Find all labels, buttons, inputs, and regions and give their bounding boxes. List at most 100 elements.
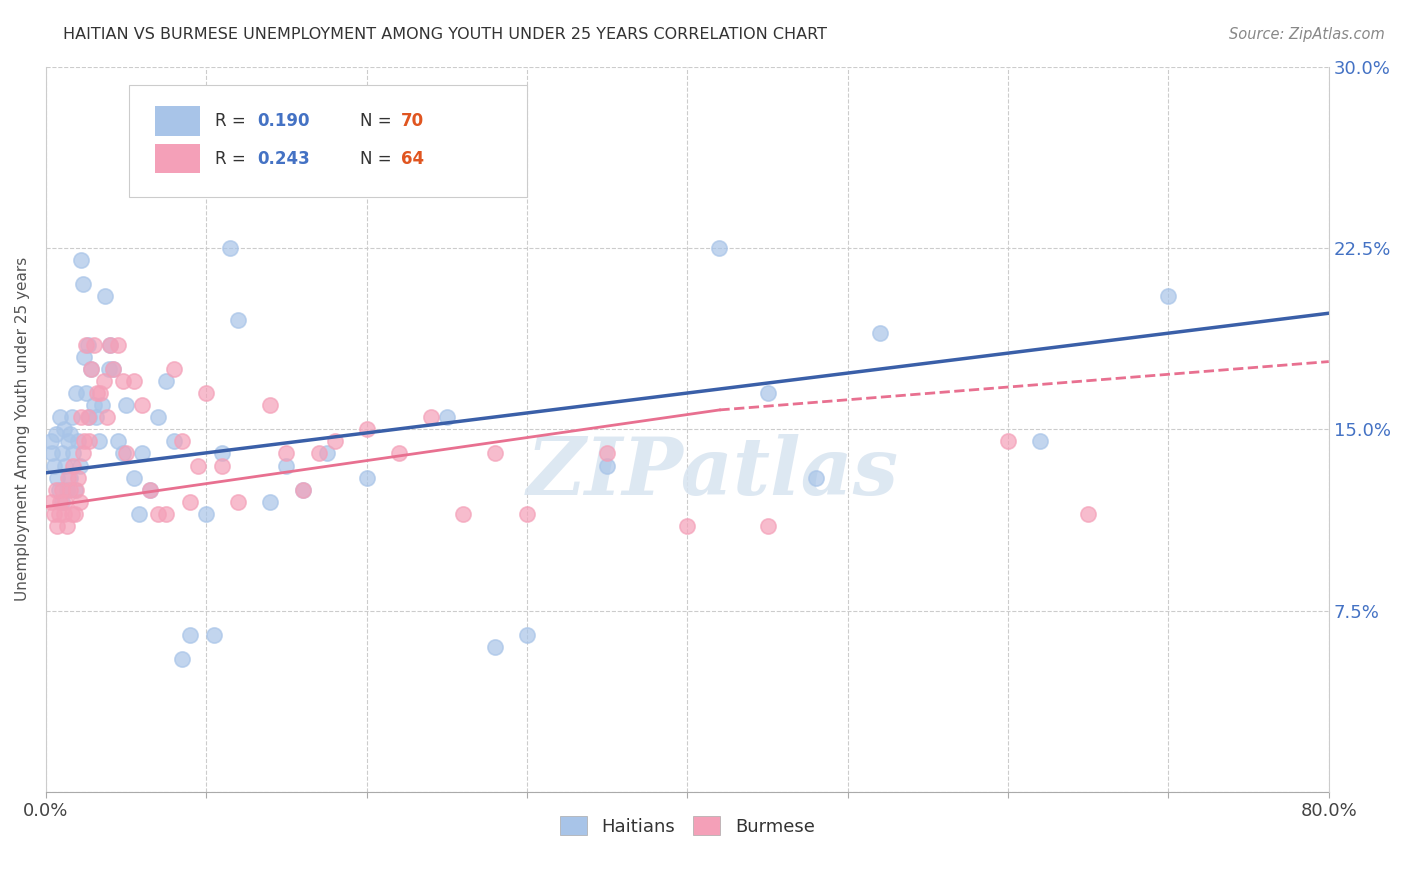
Point [83,398,105,412]
Bar [155,106,200,136]
Point [42,507,65,521]
Point [804,470,827,484]
Point [259,495,281,509]
Point [59,483,82,497]
Point [122,470,145,484]
Point [72,277,94,292]
Point [211,458,233,473]
Point [48,507,70,521]
Point [98,337,121,351]
Point [148,410,170,425]
Point [356,470,378,484]
Text: R =: R = [215,150,252,168]
Point [596,446,619,460]
Point [139,483,162,497]
Point [65,483,87,497]
Point [67,470,90,484]
Point [76,337,98,351]
Point [388,95,411,110]
Point [516,507,538,521]
Point [291,483,314,497]
Point [59,470,82,484]
Text: ZIPatlas: ZIPatlas [527,434,898,511]
Point [75,337,97,351]
Point [97,361,120,376]
Point [869,326,891,340]
Point [484,640,506,654]
Point [148,507,170,521]
Point [676,519,699,533]
Point [46,519,69,533]
Point [53,458,76,473]
Point [1077,507,1099,521]
Point [211,446,233,460]
Point [243,169,266,183]
Point [52,507,75,521]
Point [163,361,186,376]
Point [756,519,779,533]
Point [103,361,125,376]
Text: 0.243: 0.243 [257,150,311,168]
Point [65,386,87,401]
Point [436,410,458,425]
Text: 70: 70 [401,112,425,130]
Point [84,410,107,425]
Text: HAITIAN VS BURMESE UNEMPLOYMENT AMONG YOUTH UNDER 25 YEARS CORRELATION CHART: HAITIAN VS BURMESE UNEMPLOYMENT AMONG YO… [63,27,827,42]
Point [155,507,177,521]
Point [39,495,62,509]
Point [516,628,538,642]
Point [155,374,177,388]
Text: R =: R = [215,112,252,130]
Y-axis label: Unemployment Among Youth under 25 years: Unemployment Among Youth under 25 years [15,257,30,601]
Point [53,495,76,509]
Point [259,398,281,412]
Point [111,374,134,388]
Point [163,434,186,449]
Point [111,446,134,460]
Point [49,495,72,509]
Point [172,434,194,449]
Point [80,361,103,376]
Point [49,410,72,425]
Point [91,398,114,412]
Point [179,628,201,642]
Point [484,446,506,460]
Point [96,410,118,425]
Point [131,446,153,460]
Point [58,434,80,449]
Point [72,446,94,460]
Point [73,434,96,449]
Point [60,410,83,425]
Point [56,519,79,533]
Point [41,446,63,460]
Point [76,410,98,425]
Point [75,386,97,401]
Point [276,458,298,473]
Point [315,446,337,460]
Point [997,434,1019,449]
Point [48,483,70,497]
Point [419,410,441,425]
Point [73,350,96,364]
Point [77,434,100,449]
Point [87,434,110,449]
Point [70,410,93,425]
Point [46,470,69,484]
Point [276,446,298,460]
Point [52,422,75,436]
Point [62,446,84,460]
Point [67,434,90,449]
Point [58,470,80,484]
Point [94,289,117,303]
Point [187,458,209,473]
Point [115,398,138,412]
Point [77,410,100,425]
Text: N =: N = [360,112,396,130]
Legend: Haitians, Burmese: Haitians, Burmese [551,807,824,845]
Point [323,434,346,449]
Point [86,386,108,401]
Point [228,313,250,327]
Point [1157,289,1180,303]
Point [59,427,82,442]
Point [39,434,62,449]
